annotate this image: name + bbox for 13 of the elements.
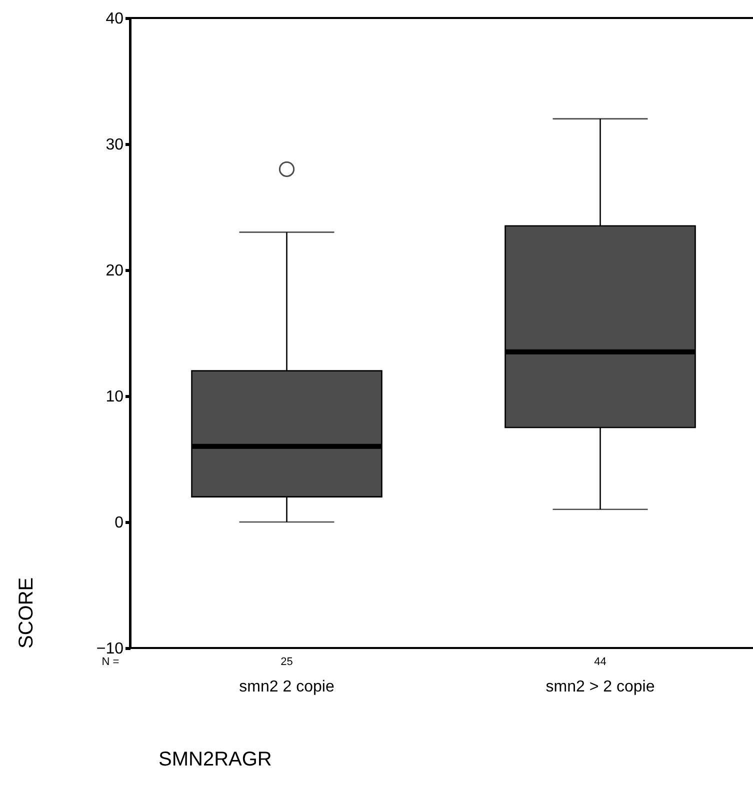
- text: 44: [594, 656, 606, 668]
- text: N =: [102, 656, 120, 668]
- text: 25: [280, 656, 293, 668]
- y-axis-title: SCORE: [15, 577, 38, 648]
- y-tick-label: −10: [96, 640, 124, 658]
- y-tick-label: 10: [106, 388, 124, 406]
- y-tick-label: 0: [114, 514, 124, 532]
- x-tick-label: smn2 > 2 copie: [546, 678, 655, 696]
- y-tick-label: 30: [106, 136, 124, 154]
- x-tick-label: smn2 2 copie: [239, 678, 334, 696]
- x-axis-title: SMN2RAGR: [158, 748, 272, 770]
- y-tick-label: 20: [106, 262, 124, 280]
- y-tick-label: 40: [106, 10, 124, 28]
